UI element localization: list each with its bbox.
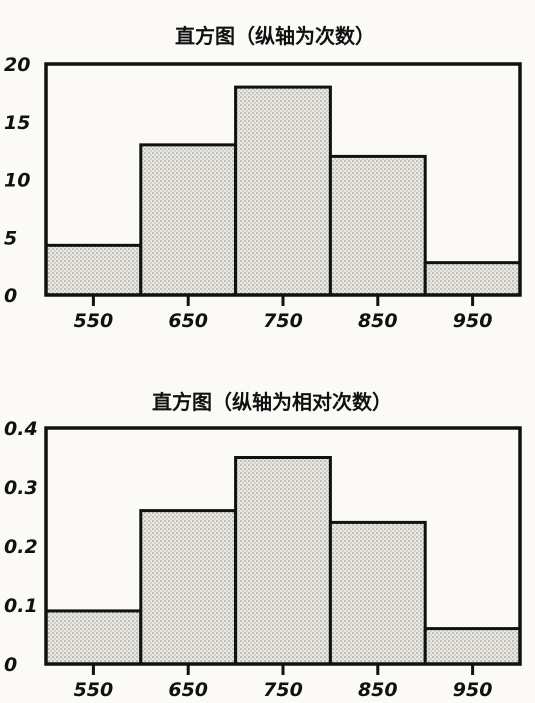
x-tick-label: 550 bbox=[74, 310, 114, 332]
y-tick-label: 0 bbox=[4, 285, 17, 307]
chart-title-bottom: 直方图（纵轴为相对次数） bbox=[152, 390, 392, 414]
bar-550 bbox=[44, 243, 143, 297]
x-tick-label: 950 bbox=[453, 679, 493, 701]
bar-750 bbox=[234, 85, 332, 297]
x-tick-label: 750 bbox=[263, 310, 303, 332]
y-tick-label: 0 bbox=[4, 654, 17, 676]
chart-title-top: 直方图（纵轴为次数） bbox=[175, 24, 375, 48]
y-tick-label: 0.3 bbox=[4, 477, 38, 499]
bar-750 bbox=[234, 456, 332, 666]
y-tick-label: 10 bbox=[4, 170, 30, 192]
x-tick-label: 750 bbox=[263, 679, 303, 701]
bar-650 bbox=[139, 509, 238, 666]
bar-550 bbox=[44, 609, 143, 666]
x-tick-label: 550 bbox=[74, 679, 114, 701]
x-tick-label: 650 bbox=[168, 310, 208, 332]
bar-950 bbox=[423, 261, 522, 297]
y-tick-label: 20 bbox=[4, 54, 30, 76]
x-tick-label: 850 bbox=[358, 679, 398, 701]
x-tick-label: 950 bbox=[453, 310, 493, 332]
y-tick-label: 0.1 bbox=[4, 595, 38, 617]
bar-850 bbox=[328, 520, 427, 666]
x-tick-label: 850 bbox=[358, 310, 398, 332]
chart-top: 直方图（纵轴为次数） 550 650 750 850 950 0 5 10 15 20 bbox=[4, 24, 522, 332]
y-tick-label: 15 bbox=[4, 112, 30, 134]
bar-650 bbox=[139, 143, 238, 297]
y-tick-label: 0.2 bbox=[4, 536, 38, 558]
y-tick-label: 0.4 bbox=[4, 418, 38, 440]
chart-bottom: 直方图（纵轴为相对次数） 550 650 750 850 950 0 0.1 0.2 0.3 0.… bbox=[4, 390, 522, 701]
x-tick-label: 650 bbox=[168, 679, 208, 701]
y-tick-label: 5 bbox=[4, 227, 17, 249]
bar-850 bbox=[328, 154, 427, 297]
bar-950 bbox=[423, 627, 522, 666]
